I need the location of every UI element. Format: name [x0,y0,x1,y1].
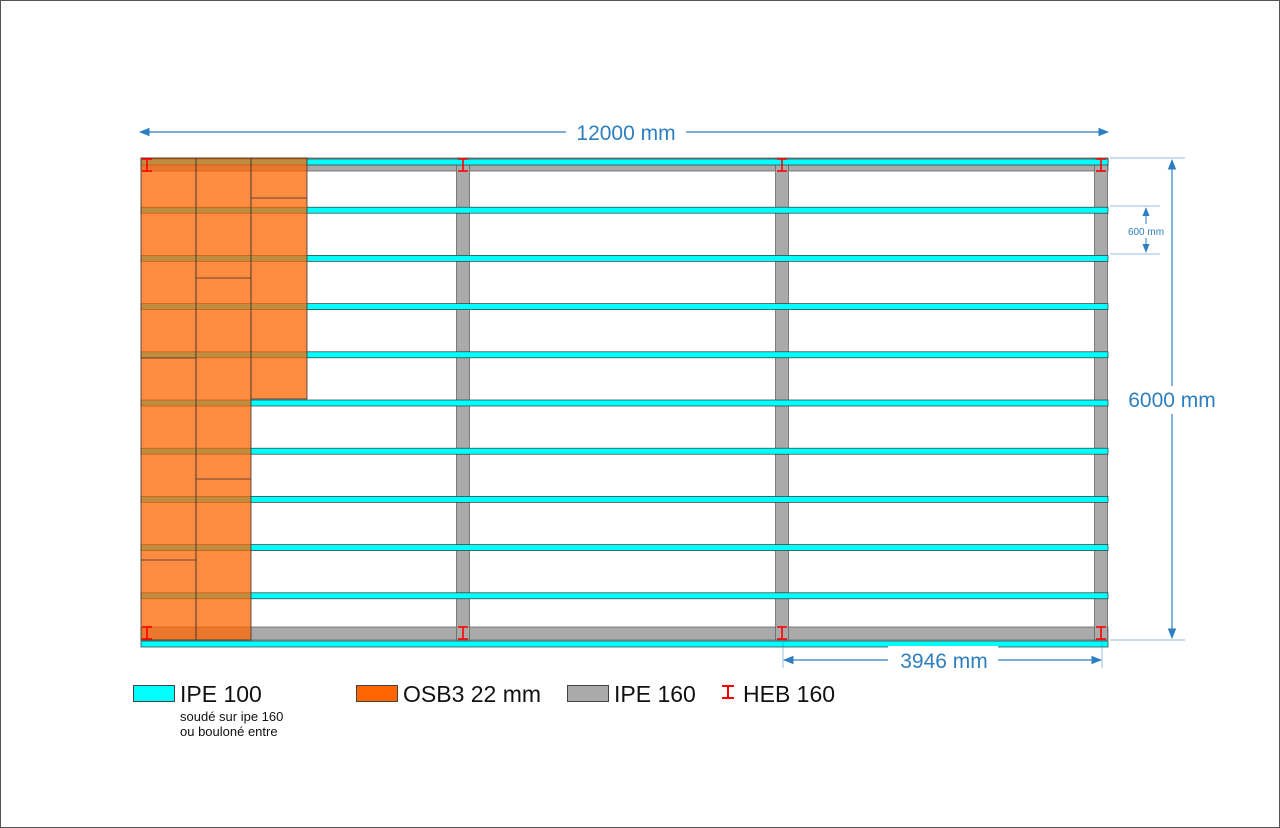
osb-panels [140,157,308,641]
heb160-column-icon [1096,158,1106,172]
heb160-column-icon [458,158,468,172]
heb160-column-icon [777,158,787,172]
joist-spacing-label: 600 mm [1128,227,1164,238]
legend-ipe100-swatch [133,685,175,702]
heb160-column-icon [1096,626,1106,640]
osb-panel-column [140,157,197,641]
dimension-joist-spacing: 600 mm [1110,205,1170,255]
osb-panel-column [250,157,308,400]
heb160-column-icon [458,626,468,640]
heb160-column-icon [142,158,152,172]
ipe100-joist [140,544,1109,551]
legend-ipe100-note-1: soudé sur ipe 160 [180,709,284,724]
ipe160-bottom-beam [140,626,1109,641]
legend-ipe100-label: IPE 100 [180,681,262,707]
ipe160-beam [456,157,470,641]
ipe100-joist [140,496,1109,503]
bay-length-label: 3946 mm [900,650,988,673]
ipe100-joist [140,640,1109,648]
ipe100-joist [140,447,1109,455]
legend-ipe160-label: IPE 160 [614,681,696,707]
heb160-icon [722,685,734,699]
heb160-column-icon [777,626,787,640]
ipe100-joists [140,158,1109,648]
ipe160-beam [1094,157,1108,641]
legend-osb3-label: OSB3 22 mm [403,681,542,707]
osb-panel-column [195,157,252,641]
heb160-columns [142,158,1106,640]
dimension-bay-length: 3946 mm [782,642,1103,674]
total-width-label: 6000 mm [1128,389,1216,412]
ipe160-beam [775,157,789,641]
heb160-column-icon [142,626,152,640]
legend-heb160-label: HEB 160 [743,681,836,707]
legend-ipe100-note-2: ou bouloné entre [180,724,278,739]
legend-osb3-swatch [356,685,398,702]
dimension-total-width: 6000 mm [1110,157,1222,641]
ipe100-joist [140,592,1109,600]
dimension-total-length: 12000 mm [138,118,1110,146]
total-length-label: 12000 mm [576,122,675,145]
legend-ipe160-swatch [567,685,609,702]
ipe100-joist [140,399,1109,407]
